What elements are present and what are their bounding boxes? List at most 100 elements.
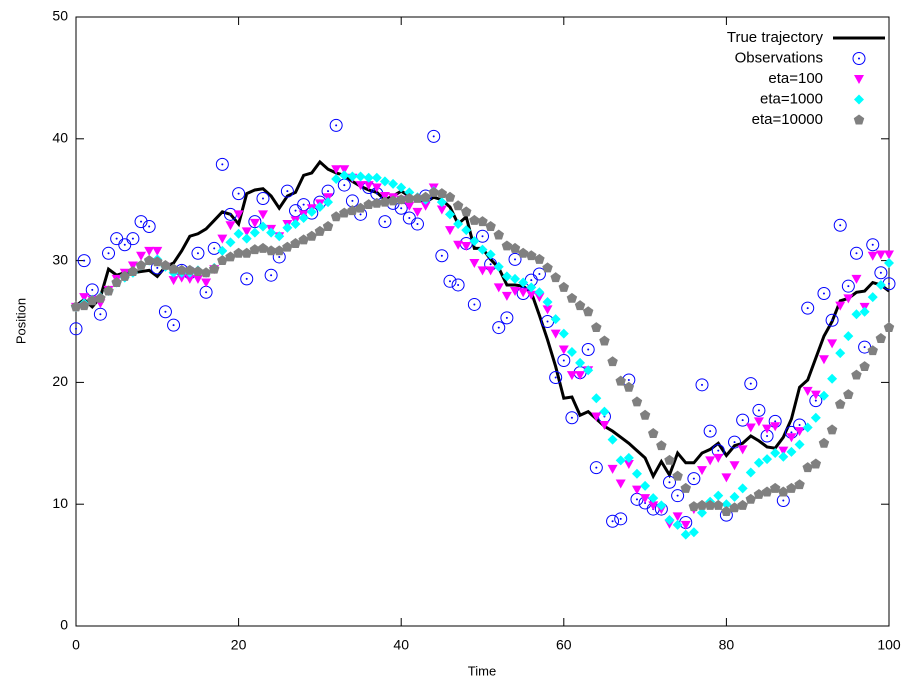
observation-marker: [191, 246, 205, 260]
triangle-marker: [249, 218, 260, 228]
triangle-marker: [233, 210, 244, 220]
triangle-marker: [168, 276, 179, 286]
triangle-marker: [144, 246, 155, 256]
marker-dot: [408, 216, 411, 219]
pentagon-marker: [794, 479, 805, 490]
pentagon-marker: [225, 251, 236, 262]
pentagon-marker: [639, 409, 651, 420]
legend-bg: [643, 70, 883, 88]
triangle-marker: [818, 355, 829, 365]
marker-ring: [215, 157, 229, 171]
triangle-marker: [79, 293, 90, 303]
marker-ring: [134, 215, 148, 229]
marker-dot: [530, 279, 533, 282]
diamond-marker: [762, 454, 773, 465]
marker-dot: [172, 324, 175, 327]
marker-ring: [410, 217, 424, 231]
marker-ring: [451, 278, 465, 292]
marker-ring: [687, 472, 701, 486]
triangle-marker: [762, 424, 773, 434]
marker-ring: [158, 305, 172, 319]
marker-ring: [378, 215, 392, 229]
marker-ring: [240, 272, 254, 286]
triangle-marker: [875, 250, 886, 260]
pentagon-marker: [477, 216, 488, 227]
diamond-marker: [257, 221, 268, 232]
triangle-marker: [469, 259, 480, 269]
observation-marker: [500, 311, 514, 325]
triangle-marker: [786, 433, 797, 443]
pentagon-marker: [314, 225, 326, 236]
diamond-marker: [648, 493, 659, 504]
pentagon-marker: [184, 264, 196, 275]
diamond-marker: [859, 306, 870, 317]
diamond-marker: [477, 244, 488, 255]
diamond-marker: [510, 273, 521, 284]
marker-ring: [565, 411, 579, 425]
pentagon-marker: [282, 241, 293, 252]
diamond-marker: [737, 483, 748, 494]
x-tick-label: 20: [231, 637, 247, 653]
observation-marker: [126, 232, 140, 246]
pentagon-marker: [428, 186, 439, 197]
triangle-marker: [461, 241, 472, 251]
diamond-marker: [461, 225, 472, 236]
marker-dot: [701, 383, 704, 386]
triangle-marker: [884, 250, 894, 260]
marker-dot: [782, 499, 785, 502]
pentagon-marker: [517, 247, 529, 258]
observation-marker: [102, 246, 116, 260]
triangle-marker: [697, 466, 708, 476]
pentagon-marker: [574, 300, 586, 311]
observation-marker: [606, 514, 620, 528]
observation-marker: [207, 241, 221, 255]
observation-marker: [581, 343, 595, 357]
marker-ring: [264, 268, 278, 282]
diamond-marker: [664, 515, 675, 526]
marker-ring: [167, 318, 181, 332]
marker-dot: [205, 291, 208, 294]
marker-dot: [514, 258, 517, 261]
marker-ring: [69, 322, 83, 336]
legend-label: eta=100: [768, 70, 823, 87]
pentagon-marker: [818, 437, 830, 448]
triangle-marker: [379, 192, 390, 202]
marker-ring: [606, 514, 620, 528]
marker-ring: [817, 286, 831, 300]
diamond-marker: [542, 297, 553, 308]
triangle-marker: [705, 456, 716, 466]
observation-marker: [378, 215, 392, 229]
diamond-marker: [518, 277, 529, 288]
marker-dot: [888, 282, 890, 285]
observation-marker: [817, 286, 831, 300]
triangle-marker: [835, 301, 846, 311]
marker-ring: [744, 377, 758, 391]
marker-dot: [505, 316, 508, 319]
diamond-marker: [298, 212, 309, 223]
observation-marker: [199, 285, 213, 299]
marker-dot: [131, 237, 134, 240]
diamond-marker: [339, 170, 350, 181]
triangle-marker: [810, 390, 821, 400]
diamond-marker: [331, 173, 342, 184]
pentagon-marker: [160, 259, 171, 270]
pentagon-marker: [274, 245, 285, 256]
marker-dot: [213, 247, 216, 250]
pentagon-marker: [656, 440, 667, 451]
marker-dot: [335, 124, 338, 127]
triangle-marker: [648, 501, 659, 511]
marker-dot: [627, 378, 630, 381]
diamond-marker: [794, 439, 805, 450]
marker-dot: [790, 431, 793, 434]
triangle-marker: [355, 181, 366, 191]
observation-marker: [662, 475, 676, 489]
triangle-marker: [851, 274, 862, 284]
marker-dot: [611, 520, 614, 523]
pentagon-marker: [70, 301, 82, 312]
triangle-marker: [867, 251, 878, 261]
marker-dot: [383, 220, 386, 223]
marker-ring: [191, 246, 205, 260]
observation-marker: [476, 229, 489, 243]
diamond-marker: [599, 406, 610, 417]
marker-dot: [448, 280, 451, 283]
